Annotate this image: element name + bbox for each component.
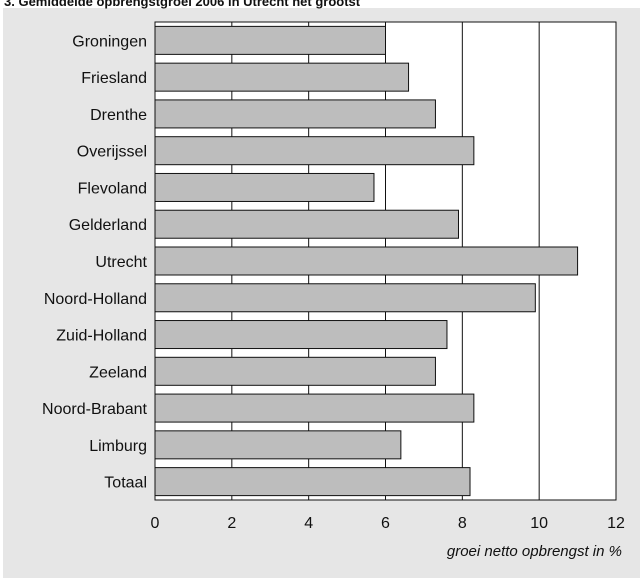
category-label: Flevoland	[78, 180, 147, 197]
category-label: Noord-Holland	[44, 291, 147, 308]
x-axis-label: groei netto opbrengst in %	[447, 543, 622, 560]
category-label: Groningen	[72, 33, 147, 50]
x-tick-label: 8	[458, 515, 467, 532]
bar	[154, 283, 536, 313]
bar	[154, 467, 471, 497]
category-label: Gelderland	[69, 217, 147, 234]
category-label: Zuid-Holland	[56, 328, 147, 345]
x-tick-label: 0	[151, 515, 160, 532]
category-label: Limburg	[89, 438, 147, 455]
category-label: Totaal	[104, 475, 147, 492]
category-label: Friesland	[81, 70, 147, 87]
chart-title: 3. Gemiddelde opbrengstgroei 2006 in Utr…	[4, 0, 361, 9]
bar	[154, 136, 475, 166]
bar	[154, 430, 402, 460]
bar	[154, 246, 579, 276]
bar	[154, 62, 410, 92]
category-label: Drenthe	[90, 107, 147, 124]
bar	[154, 393, 475, 423]
category-label: Utrecht	[95, 254, 147, 271]
x-tick-label: 4	[304, 515, 313, 532]
bar	[154, 172, 375, 202]
category-label: Zeeland	[89, 364, 147, 381]
bar	[154, 25, 386, 55]
x-tick-label: 10	[530, 515, 548, 532]
bar	[154, 320, 448, 350]
bar	[154, 209, 459, 239]
x-tick-label: 6	[381, 515, 390, 532]
x-tick-label: 2	[227, 515, 236, 532]
x-tick-label: 12	[607, 515, 625, 532]
category-label: Overijssel	[77, 144, 147, 161]
bar	[154, 356, 436, 386]
bar	[154, 99, 436, 129]
category-label: Noord-Brabant	[42, 401, 148, 418]
